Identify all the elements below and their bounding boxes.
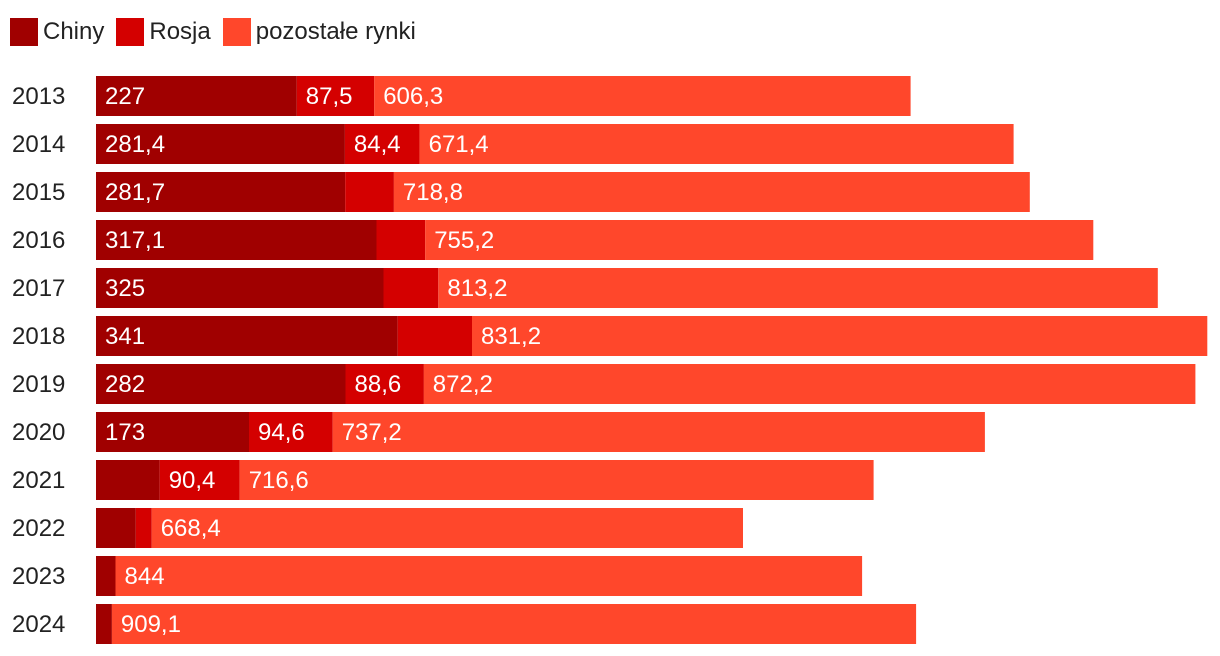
legend-item-chiny: Chiny [10, 18, 104, 46]
data-label: 909,1 [121, 611, 181, 638]
data-label: 94,6 [258, 419, 305, 446]
year-label: 2019 [12, 371, 65, 398]
data-label: 84,4 [354, 131, 401, 158]
data-label: 813,2 [447, 275, 507, 302]
year-label: 2022 [12, 515, 65, 542]
data-label: 844 [125, 563, 165, 590]
data-label: 325 [105, 275, 145, 302]
year-label: 2017 [12, 275, 65, 302]
legend-swatch-pozostale [222, 18, 251, 46]
legend-label-pozostale: pozostałe rynki [255, 18, 416, 45]
legend-label-rosja: Rosja [149, 18, 211, 45]
year-label: 2023 [12, 563, 65, 590]
bar-segment [96, 124, 345, 164]
bar-segment [96, 76, 297, 116]
year-label: 2016 [12, 227, 65, 254]
data-label: 671,4 [429, 131, 489, 158]
legend-label-chiny: Chiny [43, 18, 105, 45]
data-label: 716,6 [249, 467, 309, 494]
bar-segment [96, 364, 346, 404]
bar-segment [111, 604, 917, 644]
year-label: 2021 [12, 467, 65, 494]
bar-segment [96, 460, 160, 500]
bar-segment [96, 556, 116, 596]
legend-item-pozostale: pozostałe rynki [222, 18, 416, 46]
year-label: 2018 [12, 323, 65, 350]
bar-segment [397, 316, 472, 356]
bar-segment [374, 76, 911, 116]
bar-segment [96, 172, 346, 212]
bar-segment [296, 76, 375, 116]
data-label: 173 [105, 419, 145, 446]
bar-segment [159, 460, 240, 500]
bar-segment [472, 316, 1208, 356]
year-label: 2014 [12, 131, 65, 158]
bar-segment [115, 556, 863, 596]
data-label: 88,6 [355, 371, 402, 398]
data-label: 281,4 [105, 131, 165, 158]
data-label: 90,4 [169, 467, 216, 494]
data-label: 668,4 [161, 515, 221, 542]
bar-segment [393, 172, 1030, 212]
data-label: 737,2 [342, 419, 402, 446]
data-label: 317,1 [105, 227, 165, 254]
bar-segment [344, 124, 420, 164]
bar-segment [96, 220, 377, 260]
bar-segment [438, 268, 1158, 308]
bar-segment [345, 172, 394, 212]
year-label: 2015 [12, 179, 65, 206]
bar-segment [249, 412, 333, 452]
bar-segment [96, 316, 398, 356]
bar-segment [383, 268, 439, 308]
bar-segment [135, 508, 152, 548]
bar-segment [151, 508, 743, 548]
bar-segment [96, 268, 384, 308]
bar-segment [96, 508, 136, 548]
legend-swatch-chiny [10, 18, 38, 46]
legend-item-rosja: Rosja [116, 18, 211, 46]
bar-segment [345, 364, 424, 404]
bar-segment [423, 364, 1196, 404]
bar-segment [425, 220, 1094, 260]
bar-segment [96, 412, 249, 452]
data-label: 282 [105, 371, 145, 398]
year-label: 2024 [12, 611, 65, 638]
year-label: 2020 [12, 419, 65, 446]
data-label: 341 [105, 323, 145, 350]
data-label: 831,2 [481, 323, 541, 350]
data-label: 755,2 [434, 227, 494, 254]
bar-segment [96, 604, 112, 644]
data-label: 872,2 [433, 371, 493, 398]
data-label: 606,3 [383, 83, 443, 110]
bar-segment [332, 412, 985, 452]
bar-segment [419, 124, 1014, 164]
year-label: 2013 [12, 83, 65, 110]
legend: Chiny Rosja pozostałe rynki [10, 16, 428, 48]
bar-segment [376, 220, 426, 260]
legend-swatch-rosja [116, 18, 145, 46]
data-label: 87,5 [306, 83, 353, 110]
data-label: 718,8 [403, 179, 463, 206]
data-label: 281,7 [105, 179, 165, 206]
data-label: 227 [105, 83, 145, 110]
bar-segment [239, 460, 874, 500]
